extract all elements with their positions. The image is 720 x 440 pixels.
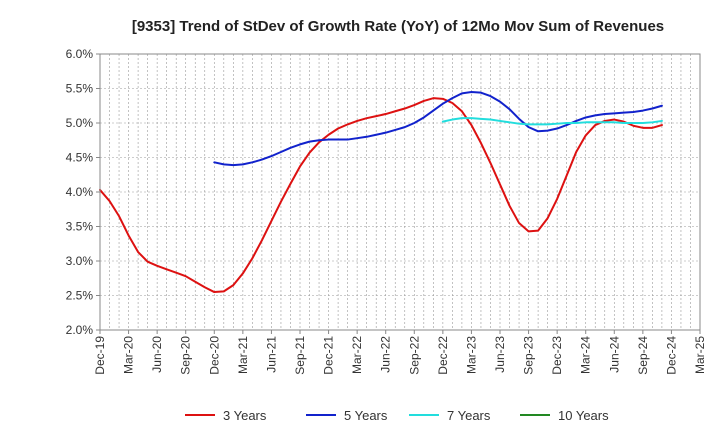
x-tick-label: Dec-19 [93,336,107,375]
x-tick-label: Dec-21 [322,336,336,375]
x-tick-label: Jun-24 [607,336,621,373]
x-tick-label: Dec-22 [436,336,450,375]
y-tick-label: 3.0% [66,254,94,268]
x-tick-label: Sep-21 [293,336,307,375]
x-tick-label: Jun-23 [493,336,507,373]
x-tick-label: Dec-24 [664,336,678,375]
y-tick-label: 5.0% [66,116,94,130]
legend: 3 Years 5 Years 7 Years 10 Years [185,408,609,423]
x-tick-label: Dec-20 [207,336,221,375]
series-lines [99,90,663,294]
legend-label: 3 Years [223,408,267,423]
y-tick-label: 4.5% [66,151,94,165]
series-line-5-years [213,90,663,167]
y-tick-label: 5.5% [66,82,94,96]
series-line-7-years [441,117,663,126]
x-tick-label: Mar-25 [693,336,707,374]
y-tick-label: 4.0% [66,185,94,199]
y-tick-label: 6.0% [66,47,94,61]
x-tick-label: Mar-24 [579,336,593,374]
x-tick-label: Jun-22 [379,336,393,373]
x-axis-ticks: Dec-19 Mar-20 Jun-20 Sep-20 Dec-20 Mar-21 Jun-… [93,330,707,375]
x-tick-label: Mar-22 [350,336,364,374]
x-tick-label: Mar-21 [236,336,250,374]
x-tick-label: Sep-24 [636,336,650,375]
y-tick-label: 3.5% [66,220,94,234]
x-tick-label: Jun-20 [150,336,164,373]
x-tick-label: Mar-20 [122,336,136,374]
x-tick-label: Sep-23 [522,336,536,375]
y-tick-label: 2.5% [66,289,94,303]
x-tick-label: Sep-22 [407,336,421,375]
x-tick-label: Jun-21 [264,336,278,373]
x-tick-label: Mar-23 [464,336,478,374]
y-tick-label: 2.0% [66,323,94,337]
legend-label: 10 Years [558,408,609,423]
chart-title: [9353] Trend of StDev of Growth Rate (Yo… [132,18,664,35]
legend-label: 7 Years [447,408,491,423]
series-line-3-years [99,97,663,294]
y-axis-ticks: 2.0% 2.5% 3.0% 3.5% 4.0% 4.5% 5.0% 5.5% 6.0% [66,47,100,337]
legend-label: 5 Years [344,408,388,423]
grid [100,54,700,330]
x-tick-label: Sep-20 [179,336,193,375]
x-tick-label: Dec-23 [550,336,564,375]
